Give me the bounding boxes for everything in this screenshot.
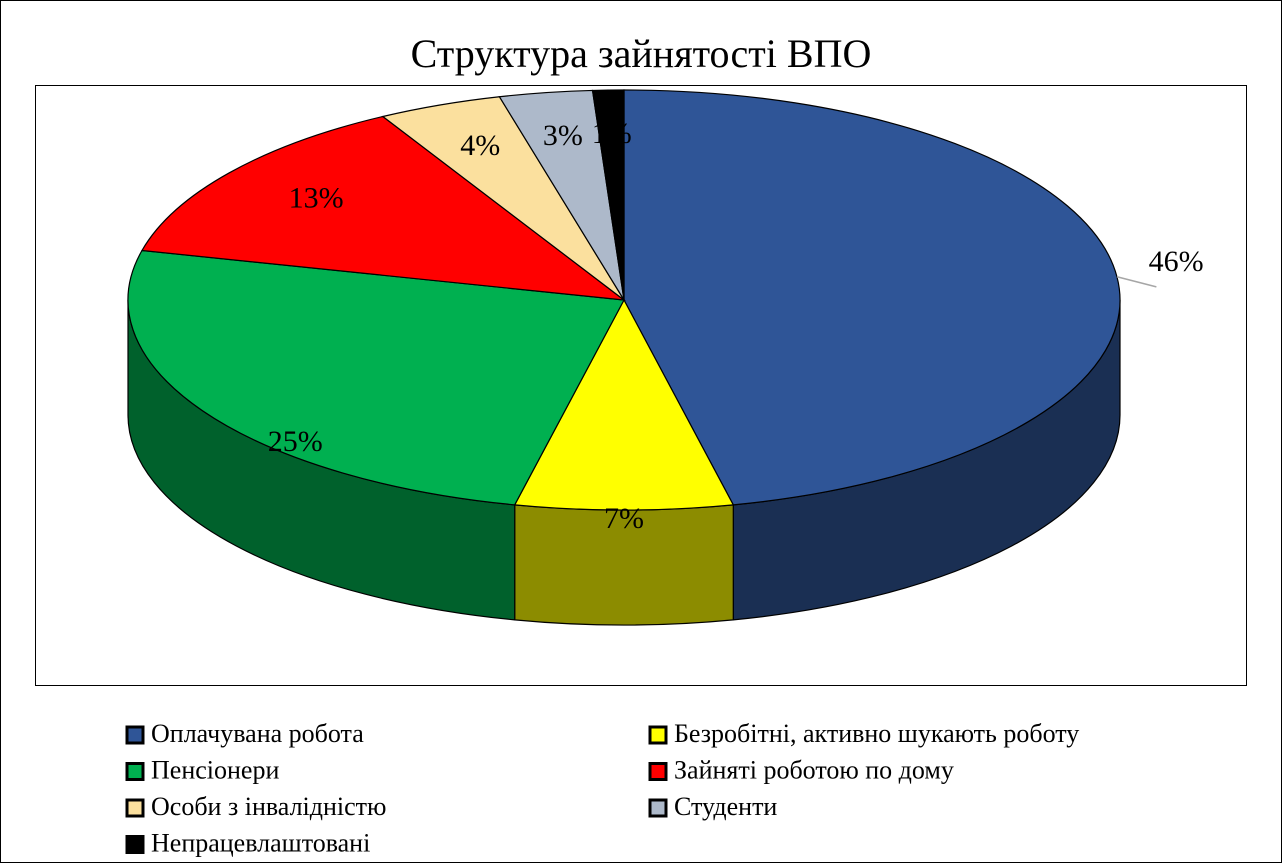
legend-swatch xyxy=(648,725,668,745)
data-label: 3% xyxy=(543,119,583,152)
data-label: 7% xyxy=(604,502,644,535)
legend-swatch xyxy=(648,798,668,818)
legend-label: Непрацевлаштовані xyxy=(151,828,370,857)
slice xyxy=(513,298,735,511)
slice xyxy=(127,249,625,506)
slice xyxy=(623,89,1121,506)
data-label: 13% xyxy=(289,182,344,215)
data-label: 46% xyxy=(1149,245,1204,278)
legend-label: Зайняті роботою по дому xyxy=(674,755,954,784)
data-label: 25% xyxy=(268,425,323,458)
legend-label: Пенсіонери xyxy=(151,755,279,784)
legend-label: Оплачувана робота xyxy=(151,719,364,748)
legend-swatch xyxy=(125,762,145,781)
data-label: 4% xyxy=(460,129,500,162)
legend-swatch xyxy=(125,798,145,818)
legend-label: Особи з інвалідністю xyxy=(151,792,386,821)
legend-swatch xyxy=(648,762,668,781)
slice xyxy=(591,89,625,301)
plot-frame xyxy=(35,85,1247,686)
legend-swatch xyxy=(125,835,145,854)
slice xyxy=(141,115,627,301)
legend-swatch xyxy=(125,725,145,745)
legend-label: Студенти xyxy=(674,792,777,821)
legend-label: Безробітні, активно шукають роботу xyxy=(674,719,1079,748)
chart-title: Структура зайнятості ВПО xyxy=(411,31,872,76)
leader-line xyxy=(1116,275,1157,288)
data-label: 1% xyxy=(592,117,632,150)
